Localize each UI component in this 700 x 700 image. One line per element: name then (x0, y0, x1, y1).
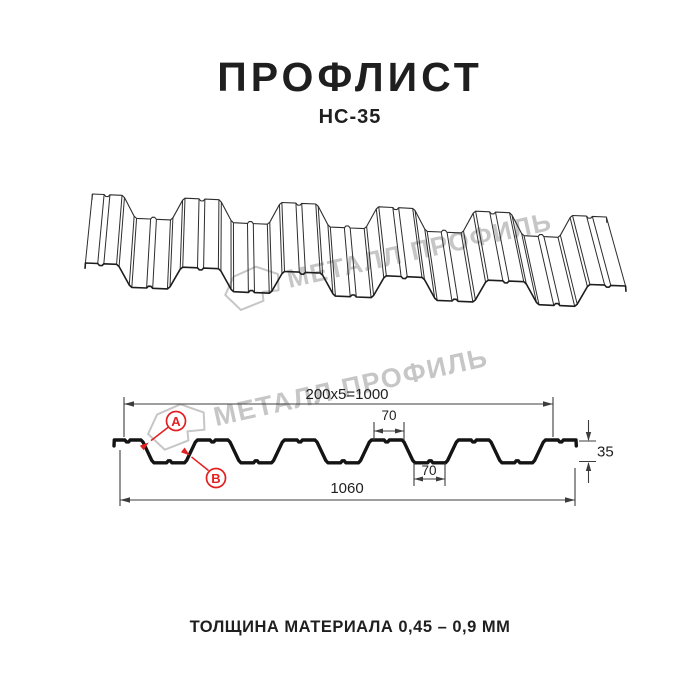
marker-b-letter: В (211, 471, 220, 486)
metall-profil-logo-icon (224, 265, 280, 311)
metall-profil-logo-icon (147, 403, 206, 451)
marker-a: А (139, 410, 187, 451)
dim-bottom-flange-label: 70 (421, 463, 436, 478)
dim-height-label: 35 (597, 444, 614, 461)
page-title: ПРОФЛИСТ (217, 54, 483, 100)
dim-bottom-flange: 70 (413, 463, 446, 486)
material-thickness-note: ТОЛЩИНА МАТЕРИАЛА 0,45 – 0,9 ММ (189, 618, 511, 636)
marker-a-letter: А (171, 414, 181, 429)
marker-b: В (180, 447, 227, 489)
profile-model-label: НС-35 (318, 106, 382, 128)
dim-height: 35 (579, 420, 614, 483)
dim-top-width-label: 200x5=1000 (306, 386, 389, 403)
cross-section-view (112, 438, 578, 465)
dim-top-flange: 70 (373, 408, 405, 440)
dim-overall-width-label: 1060 (330, 480, 363, 497)
dimension-annotations: 200x5=1000 70 70 (119, 386, 614, 506)
dim-overall-width: 1060 (119, 450, 576, 506)
watermarks: МЕТАЛЛ ПРОФИЛЬ МЕТАЛЛ ПРОФИЛЬ (147, 206, 555, 451)
dim-top-flange-label: 70 (381, 408, 396, 423)
profile-3d-view (84, 193, 627, 308)
dim-top-width: 200x5=1000 (123, 386, 554, 437)
